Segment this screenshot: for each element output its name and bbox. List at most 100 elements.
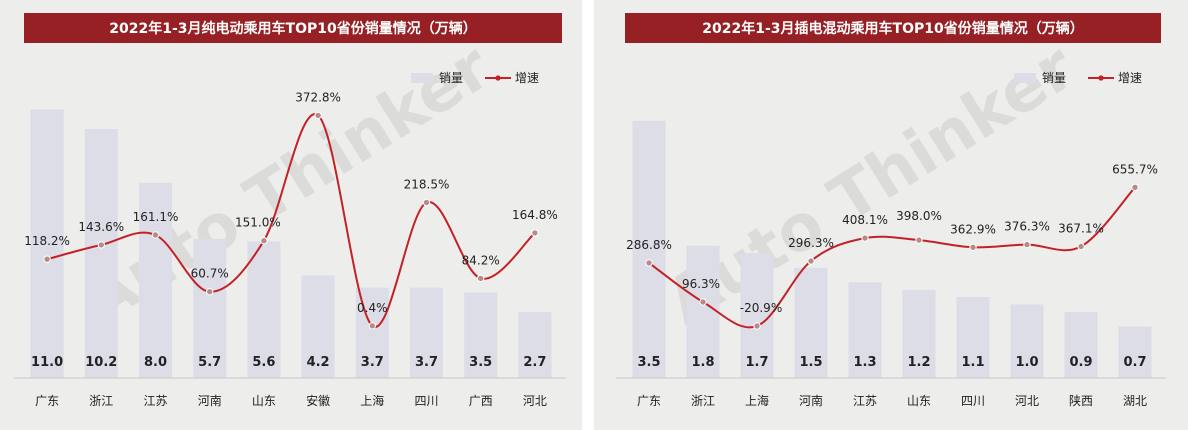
bar-山东: [902, 289, 936, 378]
bar-山东: [247, 241, 281, 378]
growth-point-上海: [368, 322, 376, 330]
bar-河南: [794, 267, 828, 379]
growth-label-广东: 286.8%: [626, 238, 672, 252]
growth-label-四川: 362.9%: [950, 222, 996, 236]
growth-point-山东: [915, 236, 923, 244]
x-tick-label-安徽: 安徽: [306, 393, 330, 408]
bar-浙江: [84, 129, 118, 378]
bar-河北: [518, 312, 552, 378]
bar-河北: [1010, 304, 1044, 378]
growth-label-上海: 0.4%: [357, 301, 388, 315]
growth-point-江苏: [151, 231, 160, 239]
chart-svg-phev: Auto Thinker3.5广东1.8浙江1.7上海1.5河南1.3江苏1.2…: [616, 30, 1166, 408]
growth-point-浙江: [97, 241, 106, 249]
growth-label-四川: 218.5%: [404, 178, 450, 192]
x-tick-label-湖北: 湖北: [1123, 393, 1147, 408]
growth-label-河北: 164.8%: [512, 208, 558, 222]
bar-label-浙江: 10.2: [85, 355, 117, 370]
chart-panel-bev: 2022年1-3月纯电动乘用车TOP10省份销量情况（万辆） Auto Thin…: [0, 0, 582, 430]
x-tick-label-浙江: 浙江: [89, 394, 113, 408]
bar-label-河北: 2.7: [523, 355, 546, 370]
growth-label-河南: 296.3%: [788, 236, 834, 250]
x-tick-label-河北: 河北: [1015, 394, 1039, 408]
bar-安徽: [301, 275, 335, 378]
growth-point-广西: [477, 274, 485, 283]
legend-label-sales: 销量: [439, 71, 463, 85]
x-tick-label-山东: 山东: [907, 394, 931, 408]
x-tick-label-四川: 四川: [961, 394, 985, 408]
bar-label-河南: 1.5: [799, 355, 822, 370]
bar-湖北: [1118, 326, 1152, 378]
bar-广西: [464, 292, 498, 378]
growth-label-广西: 84.2%: [462, 253, 500, 267]
growth-label-山东: 398.0%: [896, 209, 942, 223]
growth-label-浙江: 143.6%: [78, 220, 124, 234]
x-tick-label-广西: 广西: [469, 394, 493, 408]
x-tick-label-上海: 上海: [360, 393, 384, 408]
growth-label-江苏: 408.1%: [842, 213, 888, 227]
chart-title-bev: 2022年1-3月纯电动乘用车TOP10省份销量情况（万辆）: [24, 13, 562, 43]
legend-bar-swatch: [411, 73, 433, 83]
bar-label-上海: 3.7: [361, 355, 384, 370]
x-tick-label-广东: 广东: [637, 394, 661, 408]
panel-divider: [582, 0, 594, 430]
legend-line-marker: [495, 75, 501, 81]
legend-line-marker: [1098, 75, 1104, 81]
bar-陕西: [1064, 311, 1098, 379]
bar-label-江苏: 1.3: [853, 355, 876, 370]
legend: 销量 增速: [411, 71, 539, 85]
bar-label-江苏: 8.0: [144, 355, 167, 370]
x-tick-label-山东: 山东: [252, 394, 276, 408]
x-tick-label-江苏: 江苏: [143, 394, 167, 408]
growth-point-江苏: [861, 234, 869, 242]
bar-label-广东: 11.0: [31, 355, 63, 370]
growth-point-湖北: [1131, 183, 1139, 192]
growth-label-河南: 60.7%: [191, 267, 229, 281]
bar-河南: [193, 238, 227, 378]
bar-江苏: [848, 282, 882, 378]
legend-bar-swatch: [1014, 73, 1036, 83]
growth-label-安徽: 372.8%: [295, 90, 341, 104]
bar-label-湖北: 0.7: [1123, 355, 1146, 370]
growth-point-山东: [260, 237, 268, 245]
growth-point-河北: [531, 229, 539, 237]
bar-四川: [410, 287, 443, 378]
growth-point-四川: [969, 243, 977, 252]
growth-point-陕西: [1077, 242, 1085, 251]
bar-四川: [956, 297, 990, 378]
growth-point-广东: [43, 255, 51, 263]
x-tick-label-河南: 河南: [799, 393, 823, 408]
growth-label-江苏: 161.1%: [133, 210, 179, 224]
chart-title-phev: 2022年1-3月插电混动乘用车TOP10省份销量情况（万辆）: [625, 13, 1161, 43]
bar-label-陕西: 0.9: [1069, 355, 1092, 370]
growth-label-陕西: 367.1%: [1058, 221, 1104, 235]
chart-svg-bev: Auto Thinker11.0广东10.2浙江8.0江苏5.7河南5.6山东4…: [14, 30, 566, 408]
legend-label-growth: 增速: [515, 71, 539, 85]
bar-label-广东: 3.5: [637, 355, 660, 370]
x-tick-label-浙江: 浙江: [691, 394, 715, 408]
x-tick-label-四川: 四川: [414, 394, 438, 408]
bar-label-山东: 1.2: [907, 355, 930, 370]
growth-line: [648, 186, 1136, 329]
growth-point-河北: [1023, 240, 1031, 249]
bar-label-四川: 3.7: [415, 355, 438, 370]
x-tick-label-广东: 广东: [35, 394, 59, 408]
growth-point-广东: [645, 259, 653, 267]
legend-label-sales: 销量: [1042, 71, 1066, 85]
x-tick-label-江苏: 江苏: [853, 394, 877, 408]
x-tick-label-河北: 河北: [523, 394, 547, 408]
legend: 销量 增速: [1014, 71, 1142, 85]
bar-浙江: [686, 245, 720, 378]
bar-label-上海: 1.7: [745, 355, 768, 370]
bar-上海: [740, 253, 774, 379]
bar-label-河南: 5.7: [198, 355, 221, 370]
bar-广东: [632, 120, 666, 379]
chart-panel-phev: 2022年1-3月插电混动乘用车TOP10省份销量情况（万辆） Auto Thi…: [594, 0, 1188, 430]
growth-point-安徽: [314, 111, 322, 120]
bar-label-山东: 5.6: [252, 355, 275, 370]
bar-label-河北: 1.0: [1015, 355, 1038, 370]
bar-江苏: [139, 182, 172, 378]
growth-label-广东: 118.2%: [24, 234, 70, 248]
growth-label-浙江: 96.3%: [682, 277, 720, 291]
x-tick-label-河南: 河南: [198, 393, 222, 408]
